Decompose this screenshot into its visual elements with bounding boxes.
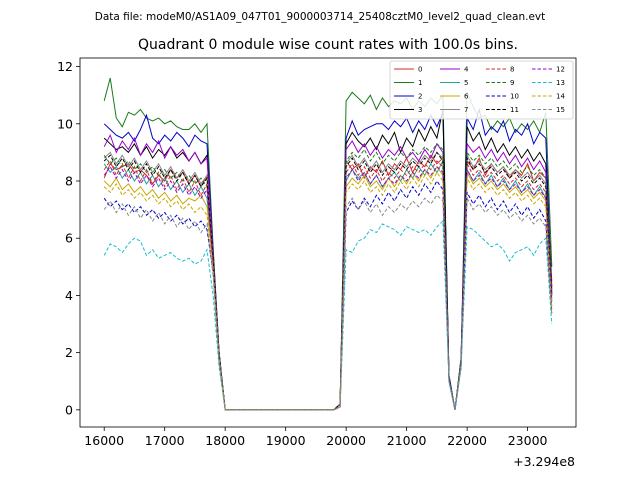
x-tick-label-20000: 20000 — [326, 433, 366, 448]
x-tick-label-22000: 22000 — [447, 433, 487, 448]
legend-box — [389, 60, 574, 120]
series-line-1 — [103, 77, 553, 411]
plot-area: 16000 17000 18000 19000 20000 21000 22000 23000… — [57, 57, 577, 448]
legend-label-9: 9 — [510, 79, 514, 87]
series-line-13 — [103, 219, 553, 411]
y-tick-label-12: 12 — [57, 59, 73, 74]
series-line-7 — [103, 151, 553, 411]
x-tick-label-21000: 21000 — [387, 433, 427, 448]
series-line-6 — [103, 165, 553, 411]
legend-label-1: 1 — [418, 79, 422, 87]
legend-label-5: 5 — [464, 79, 468, 87]
legend-label-12: 12 — [556, 66, 565, 74]
x-tick-label-19000: 19000 — [266, 433, 306, 448]
legend-label-10: 10 — [510, 93, 519, 101]
series-line-2 — [103, 107, 553, 411]
suptitle: Data file: modeM0/AS1A09_047T01_90000037… — [95, 11, 546, 23]
legend-label-4: 4 — [464, 66, 469, 74]
series-line-15 — [103, 194, 553, 411]
legend-label-13: 13 — [556, 79, 565, 87]
series-line-3 — [103, 109, 553, 411]
chart-title: Quadrant 0 module wise count rates with … — [138, 37, 518, 53]
axes-frame — [79, 57, 577, 428]
series-line-11 — [103, 151, 553, 411]
legend-label-2: 2 — [418, 93, 422, 101]
legend-label-11: 11 — [510, 106, 519, 114]
x-tick-label-17000: 17000 — [145, 433, 185, 448]
legend-label-7: 7 — [464, 106, 468, 114]
x-tick-label-23000: 23000 — [508, 433, 548, 448]
series-line-8 — [103, 159, 553, 411]
legend-label-3: 3 — [418, 106, 422, 114]
y-tick-label-0: 0 — [65, 402, 73, 417]
legend-label-0: 0 — [418, 66, 422, 74]
x-offset-label: +3.294e8 — [513, 454, 575, 469]
series-line-12 — [103, 165, 553, 411]
y-tick-label-2: 2 — [65, 345, 73, 360]
series-line-4 — [103, 133, 553, 411]
y-tick-label-6: 6 — [65, 231, 73, 246]
series-line-9 — [103, 143, 553, 411]
legend-label-6: 6 — [464, 93, 469, 101]
series-line-14 — [103, 171, 553, 411]
x-tick-label-16000: 16000 — [84, 433, 124, 448]
legend-label-15: 15 — [556, 106, 565, 114]
x-tick-label-18000: 18000 — [205, 433, 245, 448]
series-line-10 — [103, 180, 553, 411]
y-tick-label-8: 8 — [65, 174, 73, 189]
legend-label-14: 14 — [556, 93, 565, 101]
y-tick-label-10: 10 — [57, 116, 73, 131]
y-tick-label-4: 4 — [65, 288, 73, 303]
legend-label-8: 8 — [510, 66, 514, 74]
